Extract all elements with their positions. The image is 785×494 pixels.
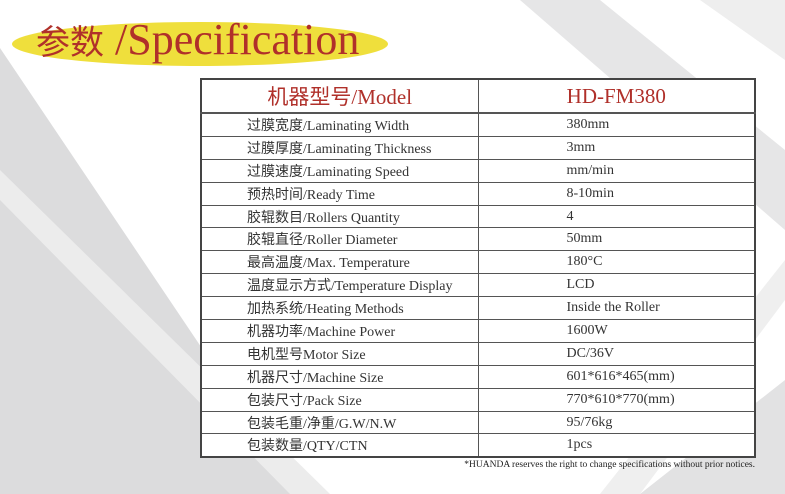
spec-value: 50mm <box>477 227 756 252</box>
spec-label: 包装数量/QTY/CTN <box>200 433 479 458</box>
title-separator: / <box>104 15 128 64</box>
spec-label: 过膜速度/Laminating Speed <box>200 158 479 183</box>
spec-value: 380mm <box>477 112 756 137</box>
table-row: 过膜宽度/Laminating Width 380mm <box>200 112 756 137</box>
spec-value: 601*616*465(mm) <box>477 364 756 389</box>
spec-label: 胶辊数目/Rollers Quantity <box>200 204 479 229</box>
title-en: Specification <box>127 15 360 64</box>
table-row: 胶辊数目/Rollers Quantity 4 <box>200 204 756 229</box>
spec-value: 95/76kg <box>477 410 756 435</box>
spec-label: 机器功率/Machine Power <box>200 319 479 343</box>
spec-label: 胶辊直径/Roller Diameter <box>200 227 479 252</box>
table-row: 机器尺寸/Machine Size 601*616*465(mm) <box>200 364 756 389</box>
spec-value: Inside the Roller <box>477 296 756 321</box>
spec-label: 加热系统/Heating Methods <box>200 296 479 321</box>
table-row: 过膜厚度/Laminating Thickness 3mm <box>200 135 756 160</box>
disclaimer-note: *HUANDA reserves the right to change spe… <box>464 460 755 470</box>
spec-value: LCD <box>477 273 756 298</box>
table-row: 温度显示方式/Temperature Display LCD <box>200 273 756 298</box>
title-cn: 参数 <box>36 25 104 62</box>
title-highlight <box>12 22 388 66</box>
spec-value: DC/36V <box>477 341 756 366</box>
page-title: 参数 /Specification <box>12 15 388 68</box>
table-row: 加热系统/Heating Methods Inside the Roller <box>200 296 756 321</box>
header-value: HD-FM380 <box>477 78 756 114</box>
spec-label: 温度显示方式/Temperature Display <box>200 273 479 298</box>
spec-label: 电机型号Motor Size <box>200 341 479 366</box>
table-row: 机器功率/Machine Power 1600W <box>200 319 756 343</box>
spec-value: 4 <box>477 204 756 229</box>
table-row: 包装毛重/净重/G.W/N.W 95/76kg <box>200 410 756 435</box>
table-row: 预热时间/Ready Time 8-10min <box>200 181 756 206</box>
table-header-row: 机器型号/Model HD-FM380 <box>200 78 756 114</box>
table-row: 包装数量/QTY/CTN 1pcs <box>200 433 756 458</box>
table-row: 最高温度/Max. Temperature 180°C <box>200 250 756 275</box>
spec-value: mm/min <box>477 158 756 183</box>
spec-value: 1pcs <box>477 433 756 458</box>
spec-value: 3mm <box>477 135 756 160</box>
spec-value: 1600W <box>477 319 756 343</box>
spec-label: 机器尺寸/Machine Size <box>200 364 479 389</box>
spec-label: 过膜宽度/Laminating Width <box>200 112 479 137</box>
spec-value: 770*610*770(mm) <box>477 387 756 412</box>
header-label: 机器型号/Model <box>200 78 479 114</box>
table-row: 胶辊直径/Roller Diameter 50mm <box>200 227 756 252</box>
spec-table: 机器型号/Model HD-FM380 过膜宽度/Laminating Widt… <box>200 78 756 459</box>
spec-value: 180°C <box>477 250 756 275</box>
table-row: 包装尺寸/Pack Size 770*610*770(mm) <box>200 387 756 412</box>
spec-label: 预热时间/Ready Time <box>200 181 479 206</box>
spec-label: 最高温度/Max. Temperature <box>200 250 479 275</box>
table-row: 电机型号Motor Size DC/36V <box>200 341 756 366</box>
table-row: 过膜速度/Laminating Speed mm/min <box>200 158 756 183</box>
spec-label: 包装毛重/净重/G.W/N.W <box>200 410 479 435</box>
spec-label: 过膜厚度/Laminating Thickness <box>200 135 479 160</box>
spec-value: 8-10min <box>477 181 756 206</box>
spec-label: 包装尺寸/Pack Size <box>200 387 479 412</box>
